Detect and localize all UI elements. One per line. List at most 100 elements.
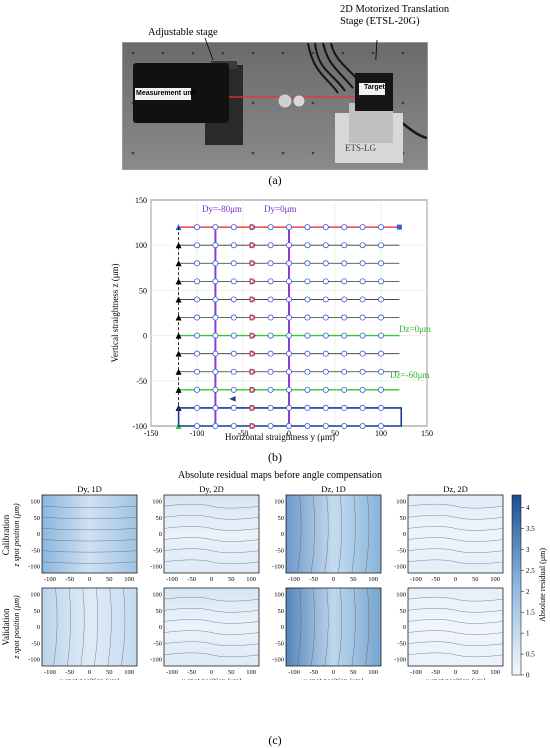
heatmap-panel: Dz, 2D -100 -50 0 50 100 100 50 0 -50 -100 bbox=[394, 484, 504, 583]
heatmap-cell-area bbox=[163, 494, 260, 574]
y-tick-label: 100 bbox=[274, 592, 284, 599]
scan-point bbox=[194, 260, 201, 267]
contour-line bbox=[297, 587, 302, 667]
scan-point bbox=[341, 278, 348, 285]
contour-line bbox=[407, 559, 504, 565]
scan-point bbox=[212, 224, 219, 231]
contour-line bbox=[310, 587, 315, 667]
scan-point bbox=[322, 260, 329, 267]
x-tick-label: 50 bbox=[331, 429, 339, 438]
y-tick-label: -100 bbox=[272, 564, 284, 571]
scan-point bbox=[377, 278, 384, 285]
heatmap-cell-area bbox=[407, 587, 504, 667]
y-tick-label: -100 bbox=[132, 422, 147, 431]
contour-line bbox=[163, 641, 260, 646]
x-tick-label: 50 bbox=[350, 669, 357, 676]
scan-point bbox=[322, 386, 329, 393]
colorbar bbox=[511, 494, 522, 676]
contour-line bbox=[163, 537, 260, 542]
leader-adjustable-stage bbox=[204, 37, 214, 60]
x-axis-label: y spot position (μm) bbox=[59, 676, 120, 680]
scan-point bbox=[322, 404, 329, 411]
label-measurement-unit: Measurement unit bbox=[136, 90, 196, 97]
contour-line bbox=[407, 537, 504, 542]
heatmap-panels: Dy, 1D -100 -50 0 50 100 100 50 0 -50 -100 Dy, 2D -1… bbox=[28, 484, 504, 680]
scan-point bbox=[322, 368, 329, 375]
y-tick-label: 0 bbox=[37, 531, 40, 538]
scan-point bbox=[341, 422, 348, 429]
scan-point bbox=[285, 422, 292, 429]
scan-point bbox=[212, 260, 219, 267]
contour-line bbox=[407, 526, 504, 531]
scan-point bbox=[304, 386, 311, 393]
row-start-marker bbox=[175, 242, 182, 249]
scan-point bbox=[230, 350, 237, 357]
label-adjustable-stage: Adjustable stage bbox=[148, 27, 218, 38]
contour-line bbox=[324, 494, 329, 574]
contour-line bbox=[121, 587, 126, 667]
scan-point bbox=[194, 242, 201, 249]
y-tick-label: 100 bbox=[30, 592, 40, 599]
x-tick-label: -100 bbox=[410, 669, 422, 676]
scan-point bbox=[267, 278, 274, 285]
setup-photo-drawing bbox=[123, 43, 427, 169]
annot-dz-0: Dz=0μm bbox=[399, 324, 431, 334]
contour-line bbox=[407, 619, 504, 624]
contour-line bbox=[107, 587, 112, 667]
x-tick-label: -150 bbox=[144, 429, 159, 438]
colorbar-tick-label: 2.5 bbox=[526, 567, 535, 575]
y-tick-label: -50 bbox=[31, 547, 40, 554]
scan-point bbox=[212, 278, 219, 285]
y-tick-label: 50 bbox=[278, 608, 285, 615]
direction-marker bbox=[249, 278, 257, 285]
scan-point bbox=[304, 332, 311, 339]
scan-point bbox=[359, 296, 366, 303]
scan-point bbox=[359, 260, 366, 267]
ylabel-calibration: z spot position (μm) bbox=[12, 503, 21, 568]
y-tick-label: -100 bbox=[272, 657, 284, 664]
scan-point bbox=[194, 224, 201, 231]
direction-marker bbox=[249, 368, 257, 375]
contour-line bbox=[310, 494, 315, 574]
contour-line bbox=[163, 515, 260, 520]
x-tick-label: 50 bbox=[472, 669, 479, 676]
contour-line bbox=[351, 587, 356, 667]
scan-point bbox=[322, 224, 329, 231]
direction-marker bbox=[249, 332, 257, 339]
contour-line bbox=[407, 515, 504, 520]
direction-marker bbox=[249, 260, 257, 267]
scan-point bbox=[212, 368, 219, 375]
scan-point bbox=[230, 242, 237, 249]
scan-point bbox=[230, 368, 237, 375]
y-tick-label: 0 bbox=[403, 624, 406, 631]
scan-point bbox=[194, 332, 201, 339]
x-tick-label: 0 bbox=[210, 669, 213, 676]
scan-point bbox=[212, 314, 219, 321]
scan-point bbox=[230, 422, 237, 429]
x-tick-label: -100 bbox=[288, 669, 300, 676]
label-motorized-stage: 2D Motorized Translation Stage (ETSL-20G… bbox=[340, 4, 450, 27]
y-tick-label: 50 bbox=[139, 286, 147, 295]
x-tick-label: 50 bbox=[472, 576, 479, 583]
scan-point bbox=[341, 404, 348, 411]
panel-title: Dy, 1D bbox=[77, 484, 101, 494]
scan-point bbox=[285, 242, 292, 249]
x-tick-label: 100 bbox=[375, 429, 387, 438]
caption-a: (a) bbox=[268, 173, 282, 187]
contour-line bbox=[163, 526, 260, 531]
label-ets: ETS-LG bbox=[345, 143, 376, 153]
colorbar-tick-label: 4 bbox=[526, 504, 530, 512]
scan-point bbox=[359, 332, 366, 339]
scan-point bbox=[230, 224, 237, 231]
scan-point bbox=[304, 224, 311, 231]
x-tick-label: 150 bbox=[421, 429, 433, 438]
scan-points bbox=[194, 223, 384, 430]
contour-line bbox=[53, 587, 58, 667]
x-tick-label: 100 bbox=[246, 669, 256, 676]
scan-point bbox=[341, 224, 348, 231]
row-label-calibration: Calibration bbox=[1, 514, 11, 555]
scan-point bbox=[194, 404, 201, 411]
